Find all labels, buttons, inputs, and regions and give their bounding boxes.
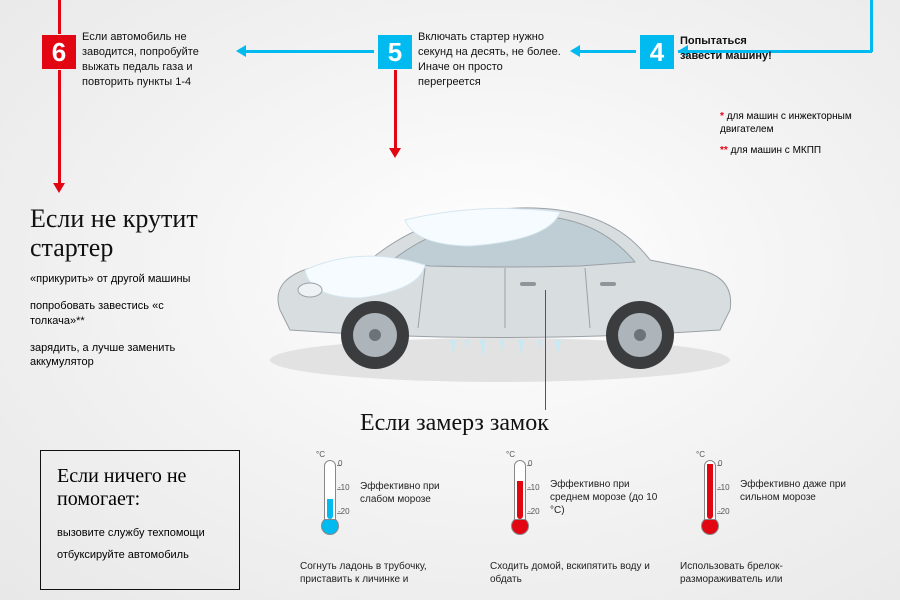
thermo-1-effect: Эффективно при слабом морозе xyxy=(360,480,460,506)
thermo-3-caption: Использовать брелок-размораживатель или xyxy=(680,560,850,586)
arrow-red-up-out xyxy=(58,0,61,34)
thermo-2-caption: Сходить домой, вскипятить воду и обдать xyxy=(490,560,650,586)
legend-text-1: для машин с инжекторным двигателем xyxy=(720,111,852,135)
step-4-num: 4 xyxy=(650,37,664,68)
thermo-1-fill xyxy=(327,499,333,519)
nothing-helps-box: Если ничего не помогает: вызовите службу… xyxy=(40,450,240,590)
legend-star-1: * xyxy=(720,111,724,122)
step-5-num: 5 xyxy=(388,37,402,68)
starter-item-3: зарядить, а лучше заменить аккумулятор xyxy=(30,341,210,371)
thermo-3-unit: °C xyxy=(696,450,705,459)
lock-heading: Если замерз замок xyxy=(360,410,549,437)
thermo-2-scale: 0 -10 -20 xyxy=(528,460,540,532)
thermo-1-tube xyxy=(324,460,336,520)
thermo-2-tube xyxy=(514,460,526,520)
thermo-1: °C 0 -10 -20 xyxy=(300,460,360,535)
step-6-num: 6 xyxy=(52,37,66,68)
thermo-2-unit: °C xyxy=(506,450,515,459)
thermo-2-fill xyxy=(517,481,523,519)
thermo-3-fill xyxy=(707,464,713,519)
starter-list: «прикурить» от другой машины попробовать… xyxy=(30,272,210,382)
thermo-2: °C 0 -10 -20 xyxy=(490,460,550,535)
thermo-1-scale: 0 -10 -20 xyxy=(338,460,350,532)
thermo-3: °C 0 -10 -20 xyxy=(680,460,740,535)
arrow-5-to-6 xyxy=(244,50,374,53)
arrow-red-5-down xyxy=(394,70,397,150)
step-5-text: Включать стартер нужно секунд на десять,… xyxy=(418,30,568,89)
thermo-3-tube xyxy=(704,460,716,520)
arrowhead-into-6 xyxy=(236,45,246,57)
callout-lock-line-v xyxy=(545,290,546,410)
step-4-text: Попытаться завести машину! xyxy=(680,34,790,64)
thermo-1-unit: °C xyxy=(316,450,325,459)
thermo-3-effect: Эффективно даже при сильном морозе xyxy=(740,478,860,504)
step-4-box: 4 xyxy=(640,35,674,69)
thermo-2-effect: Эффективно при среднем морозе (до 10 °C) xyxy=(550,478,660,517)
nothing-helps-item-1: вызовите службу техпомощи xyxy=(57,527,223,539)
car-illustration xyxy=(250,150,750,390)
arrowhead-6-down xyxy=(53,183,65,193)
thermo-3-scale: 0 -10 -20 xyxy=(718,460,730,532)
step-5-box: 5 xyxy=(378,35,412,69)
thermo-1-caption: Согнуть ладонь в трубочку, приставить к … xyxy=(300,560,460,586)
starter-heading: Если не крутит стартер xyxy=(30,205,240,262)
arrow-red-6-down xyxy=(58,70,61,185)
step-6-text: Если автомобиль не заводится, попробуйте… xyxy=(82,30,237,89)
legend-row-1: * для машин с инжекторным двигателем xyxy=(720,110,870,136)
starter-item-1: «прикурить» от другой машины xyxy=(30,272,210,287)
nothing-helps-item-2: отбуксируйте автомобиль xyxy=(57,549,223,561)
starter-item-2: попробовать завестись «с толкача»** xyxy=(30,299,210,329)
step-6-box: 6 xyxy=(42,35,76,69)
arrow-4-to-5 xyxy=(578,50,636,53)
arrow-cyan-down-right xyxy=(870,0,873,52)
arrowhead-into-5 xyxy=(570,45,580,57)
nothing-helps-heading: Если ничего не помогает: xyxy=(57,465,223,511)
